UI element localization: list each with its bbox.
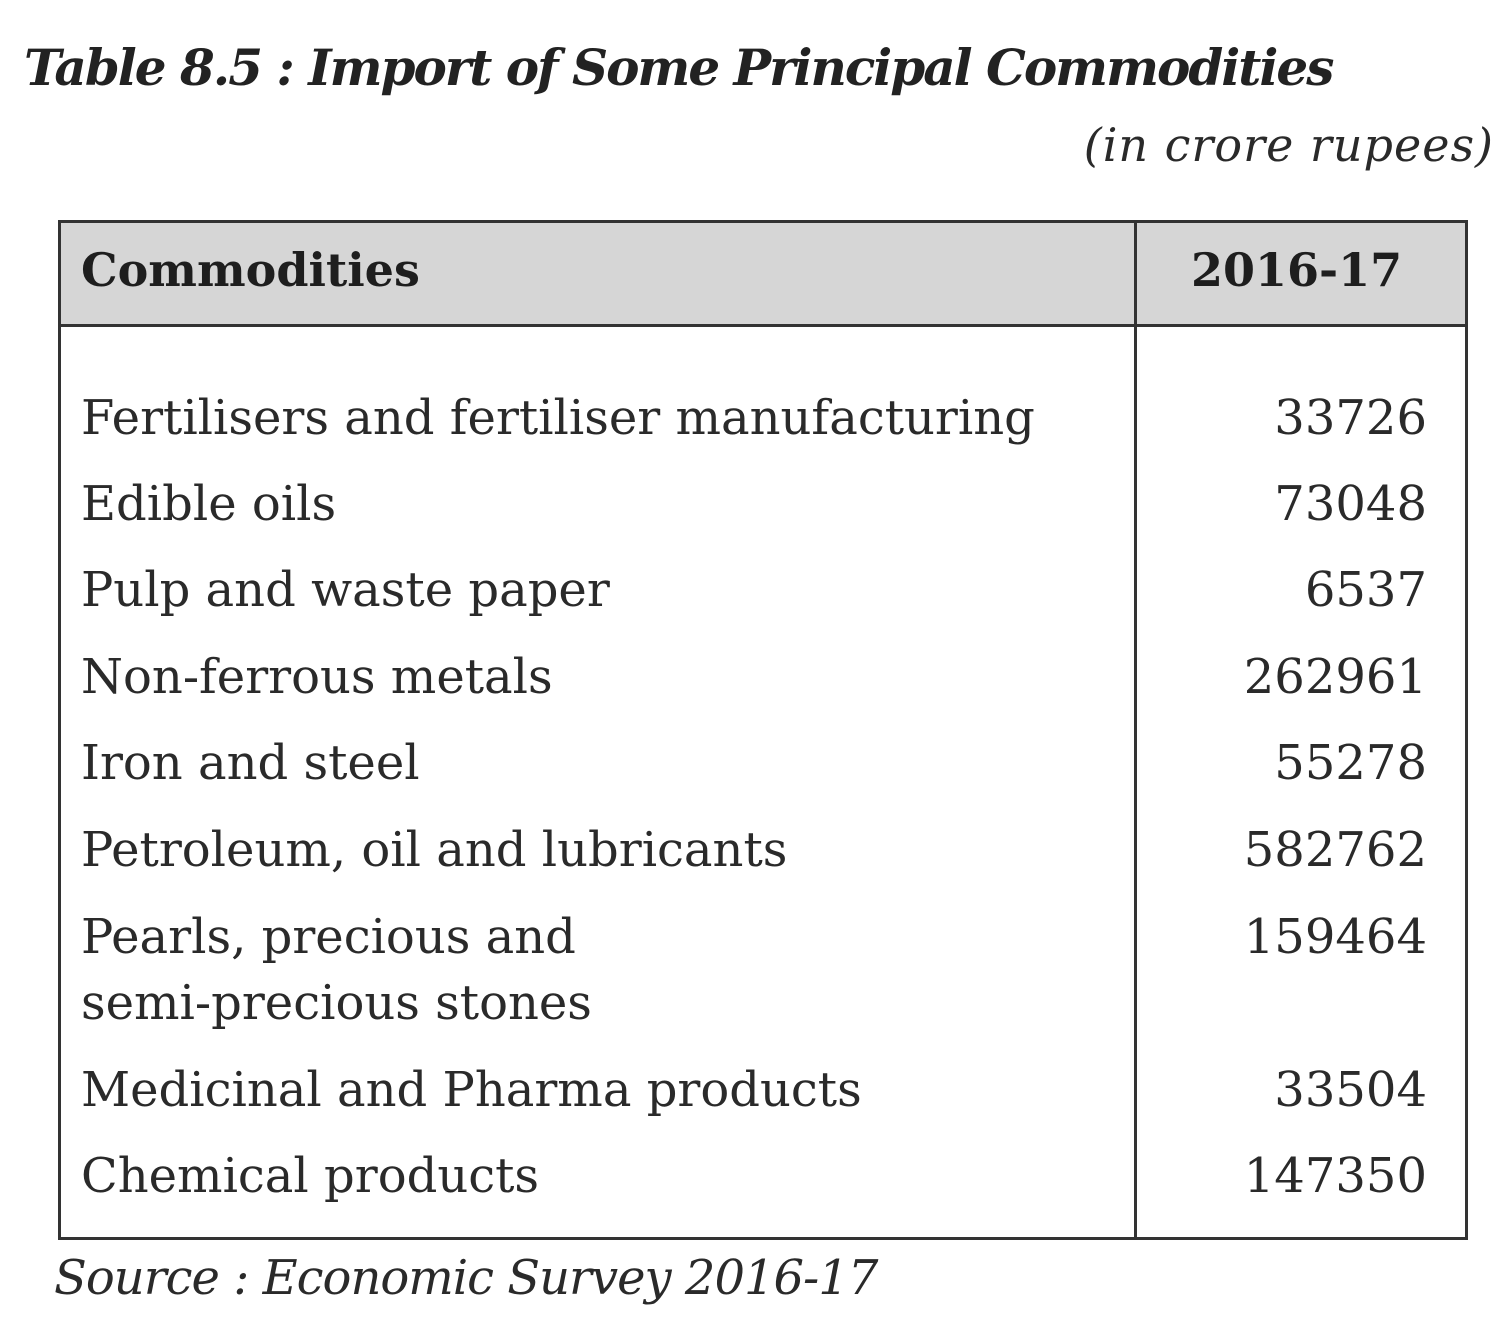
row-commodity: Fertilisers and fertiliser manufacturing <box>81 390 1035 446</box>
row-commodity: Chemical products <box>81 1148 540 1204</box>
row-value: 582762 <box>1243 822 1427 878</box>
row-value: 6537 <box>1304 562 1427 618</box>
row-commodity: Pearls, precious and semi-precious stone… <box>81 909 592 1031</box>
source-note: Source : Economic Survey 2016-17 <box>54 1250 878 1306</box>
row-commodity: Pulp and waste paper <box>81 562 610 618</box>
row-commodity: Petroleum, oil and lubricants <box>81 822 788 878</box>
row-commodity: Medicinal and Pharma products <box>81 1062 862 1118</box>
table-header-row: Commodities 2016-17 <box>61 223 1465 327</box>
column-divider <box>1134 223 1137 1237</box>
row-commodity: Edible oils <box>81 476 337 532</box>
row-value: 33504 <box>1274 1062 1427 1118</box>
row-value: 159464 <box>1243 909 1427 965</box>
column-header-commodities: Commodities <box>81 243 420 297</box>
row-value: 262961 <box>1243 649 1427 705</box>
row-commodity: Non-ferrous metals <box>81 649 553 705</box>
row-value: 33726 <box>1274 390 1427 446</box>
row-value: 147350 <box>1243 1148 1427 1204</box>
row-value: 73048 <box>1274 476 1427 532</box>
column-header-year: 2016-17 <box>1191 243 1403 297</box>
commodities-table: Commodities 2016-17 Fertilisers and fert… <box>58 220 1468 1240</box>
row-value: 55278 <box>1274 735 1427 791</box>
row-commodity: Iron and steel <box>81 735 420 791</box>
unit-note: (in crore rupees) <box>1083 118 1494 172</box>
table-title: Table 8.5 : Import of Some Principal Com… <box>24 38 1334 97</box>
